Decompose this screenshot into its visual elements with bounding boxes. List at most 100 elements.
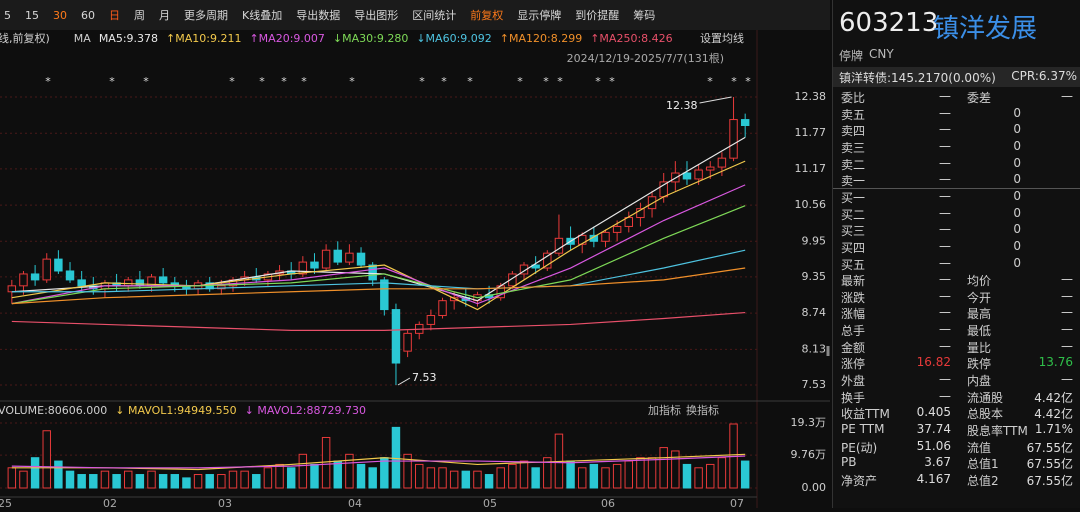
ma-line [11, 136, 746, 302]
quote-row: 净资产 4.167 总值2 67.55亿 [841, 472, 1073, 488]
event-marker: * [45, 75, 51, 88]
volume-bar [7, 467, 17, 489]
toolbar-button[interactable]: 15 [25, 9, 39, 22]
x-tick-label: 07 [730, 497, 744, 508]
toolbar-button[interactable]: 到价提醒 [575, 9, 619, 22]
y-tick-label: 8.13 [802, 342, 827, 355]
candle-body [577, 234, 587, 245]
toolbar-button[interactable]: 显示停牌 [517, 8, 561, 22]
quote-cell: 买四 [841, 240, 866, 255]
volume-bar [601, 467, 610, 489]
indicator-button[interactable]: 加指标 [648, 403, 681, 417]
volume-bar [438, 467, 447, 489]
candle-body [438, 300, 447, 317]
toolbar-button[interactable]: 30 [53, 9, 67, 22]
volume-bar [449, 470, 459, 489]
toolbar-button[interactable]: 5 [4, 9, 11, 22]
quote-panel: 603213 镇洋发展 停牌 CNY 镇洋转债:145.2170(0.00%) CPR:6… [832, 0, 1080, 508]
quote-cell: — [939, 388, 951, 403]
candle-body [217, 285, 226, 290]
quote-cell: — [1061, 89, 1073, 103]
volume-bar [182, 477, 191, 489]
quote-cell: 67.55亿 [1026, 473, 1073, 488]
x-tick-label: 02 [103, 497, 117, 508]
volume-bar [147, 470, 156, 489]
quote-cell: 0 [1013, 205, 1021, 220]
quote-cell: — [1061, 338, 1073, 353]
candle-body [426, 315, 436, 325]
candle-body [65, 270, 75, 281]
toolbar-button[interactable]: 更多周期 [184, 8, 228, 22]
quote-row: PE(动) 51.06 流值 67.55亿 [841, 439, 1073, 455]
quote-cell: — [939, 155, 951, 170]
legend-prefix: 线,前复权) [0, 31, 50, 45]
quote-cell: — [939, 188, 951, 203]
quote-cell: — [939, 305, 951, 320]
quote-row: 买三 — 0 [841, 222, 1073, 238]
toolbar-button[interactable]: 区间统计 [412, 9, 456, 22]
legend-entry: ↓MA60:9.092 [416, 32, 491, 45]
quote-cell: 买三 [841, 224, 866, 239]
quote-cell: 跌停 [967, 357, 992, 372]
toolbar-bg [0, 0, 830, 30]
toolbar-button[interactable]: K线叠加 [242, 8, 282, 22]
ma-label: MA [74, 32, 91, 45]
settings-button[interactable]: 设置均线 [700, 31, 744, 45]
volume-bar [30, 457, 40, 489]
volume-bar [356, 463, 366, 489]
volume-bar [124, 470, 133, 489]
y-tick-label: 9.95 [802, 234, 827, 247]
candle-body [449, 297, 459, 302]
volume-bar [77, 474, 86, 489]
toolbar-button[interactable]: 导出数据 [296, 8, 340, 22]
quote-cell: 总股本 [967, 407, 1004, 422]
quote-cell: 16.82 [916, 355, 951, 370]
legend-entry: ↑MA120:8.299 [500, 32, 582, 45]
candle-body [624, 217, 633, 227]
quote-row: 委比 — 委差 — [841, 89, 1073, 105]
volume-bar [671, 450, 680, 489]
quote-cell: 0 [1013, 238, 1021, 253]
toolbar-button[interactable]: 日 [109, 9, 120, 22]
volume-bar [310, 463, 319, 489]
volume-bar [577, 467, 587, 489]
toolbar-button[interactable]: 月 [159, 9, 170, 22]
ma-line [11, 311, 746, 331]
quote-cell: 收益TTM [841, 407, 890, 422]
candle-body [636, 208, 645, 219]
quote-cell: 67.55亿 [1026, 440, 1073, 455]
event-marker: * [595, 75, 601, 88]
quote-cell: 0 [1013, 255, 1021, 270]
candle-body [740, 119, 750, 127]
y-tick-label: 9.76万 [791, 448, 827, 461]
quote-cell: — [1061, 305, 1073, 320]
toolbar-button[interactable]: 周 [134, 9, 145, 22]
volume-bar [717, 457, 727, 489]
quote-cell: — [1061, 288, 1073, 303]
event-marker: * [259, 75, 265, 88]
candle-body [368, 264, 377, 281]
candle-body [310, 261, 319, 269]
volume-bar [519, 460, 529, 489]
toolbar-button[interactable]: 筹码 [633, 8, 655, 22]
ma-line [11, 160, 746, 311]
quote-cell: 4.167 [916, 471, 951, 486]
quote-cell: — [939, 138, 951, 153]
volume-bar [42, 430, 51, 489]
volume-bar [589, 463, 599, 489]
stock-code: 603213 [839, 8, 939, 38]
cpr: CPR:6.37% [1011, 69, 1077, 83]
indicator-button[interactable]: 换指标 [686, 403, 719, 417]
toolbar-button[interactable]: 60 [81, 9, 95, 22]
quote-cell: 4.42亿 [1034, 407, 1073, 422]
event-marker: * [707, 75, 713, 88]
event-marker: * [609, 75, 615, 88]
toolbar-button[interactable]: 前复权 [470, 8, 503, 22]
toolbar-button[interactable]: 导出图形 [354, 8, 398, 22]
annotation-arrow [699, 96, 732, 104]
volume-bar [380, 457, 389, 489]
y-tick-label: 19.3万 [791, 416, 827, 429]
quote-row: 买一 — 0 [841, 189, 1073, 205]
divider [833, 188, 1080, 189]
volume-bar [426, 467, 436, 489]
